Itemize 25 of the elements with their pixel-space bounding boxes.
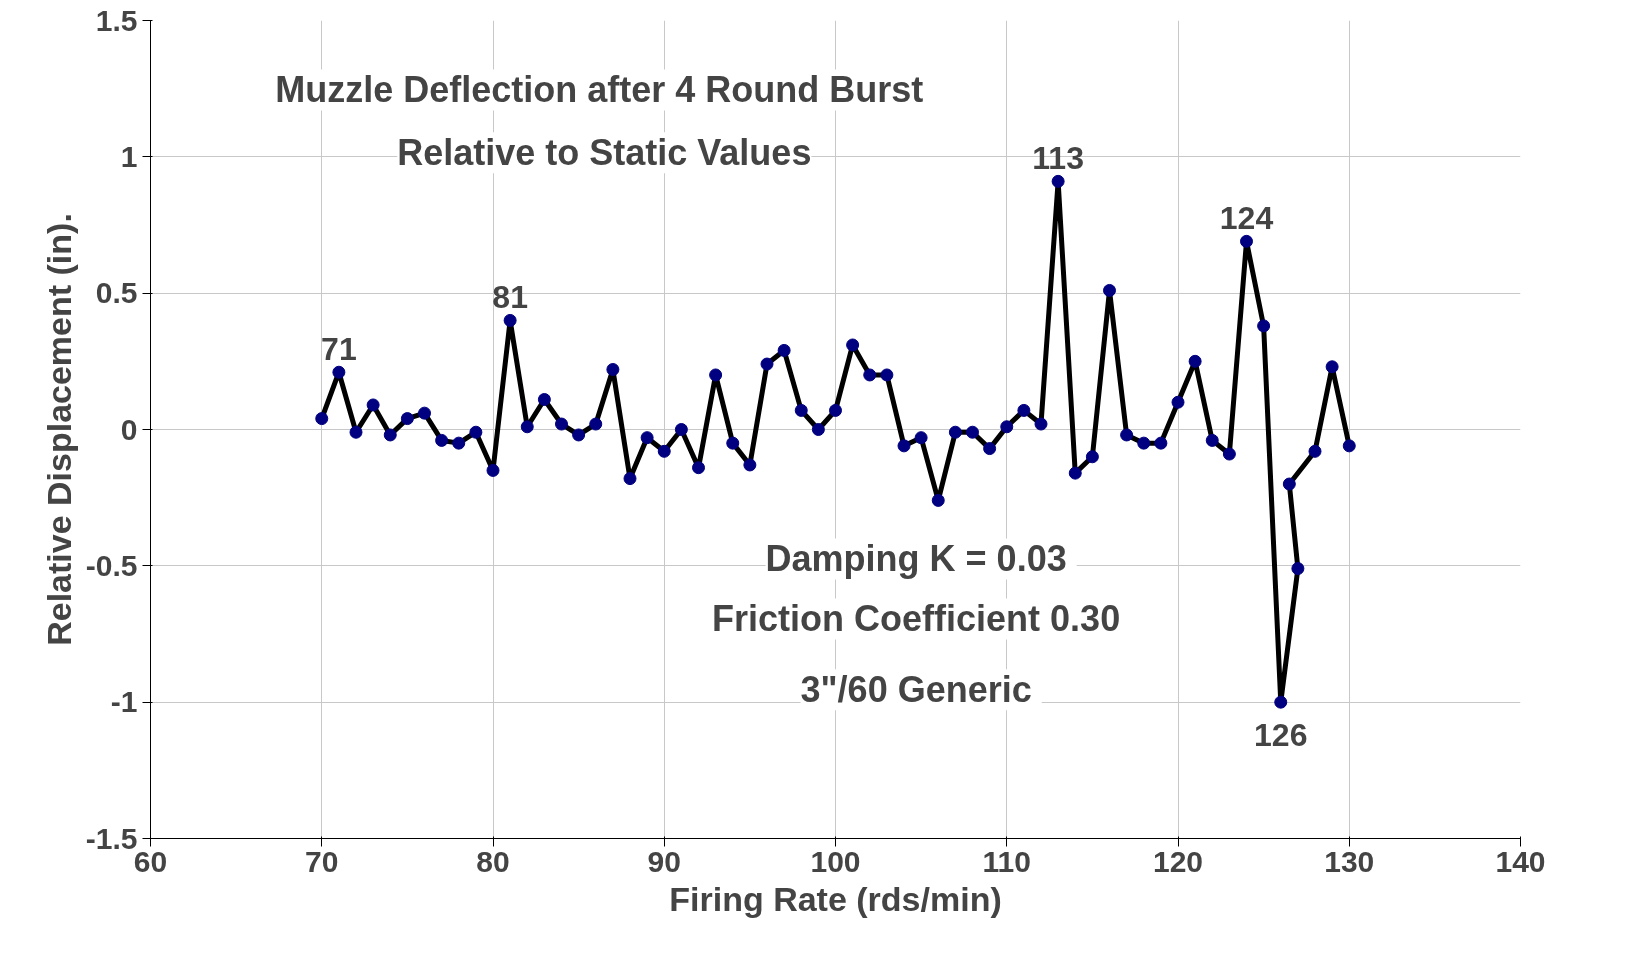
x-tick-label: 80 [476,844,510,878]
x-tick-label: 110 [982,844,1031,878]
annotation: Damping K = 0.03 Friction Coefficient 0.30 [712,538,1121,640]
x-tick-label: 120 [1152,844,1204,878]
y-tick-label: -1 [110,685,138,719]
y-tick-label: 0.5 [95,276,138,310]
annotation: 71 [321,331,357,368]
y-tick-label: -0.5 [85,548,138,582]
y-tick-label: 1 [120,139,138,173]
x-tick-label: 130 [1324,844,1375,878]
x-axis-title: Firing Rate (rds/min) [669,879,1002,918]
x-tick-label: 90 [647,844,681,878]
y-tick-label: 0 [120,412,138,446]
x-tick-label: 140 [1495,844,1546,878]
y-tick-label: 1.5 [95,3,138,37]
annotation: 124 [1219,200,1274,237]
text: Muzzle Deflection after 4 Round Burst Relative to Static Values [275,69,924,174]
x-tick-label: 100 [810,844,861,878]
x-tick-label: 70 [305,844,339,878]
annotation: 3"/60 Generic [800,669,1032,711]
y-axis-title: Relative Displacement (in). [39,213,78,646]
annotation: 126 [1254,717,1308,754]
annotation: 81 [492,279,528,316]
annotation: 113 [1032,140,1084,177]
y-tick-label: -1.5 [85,821,138,855]
